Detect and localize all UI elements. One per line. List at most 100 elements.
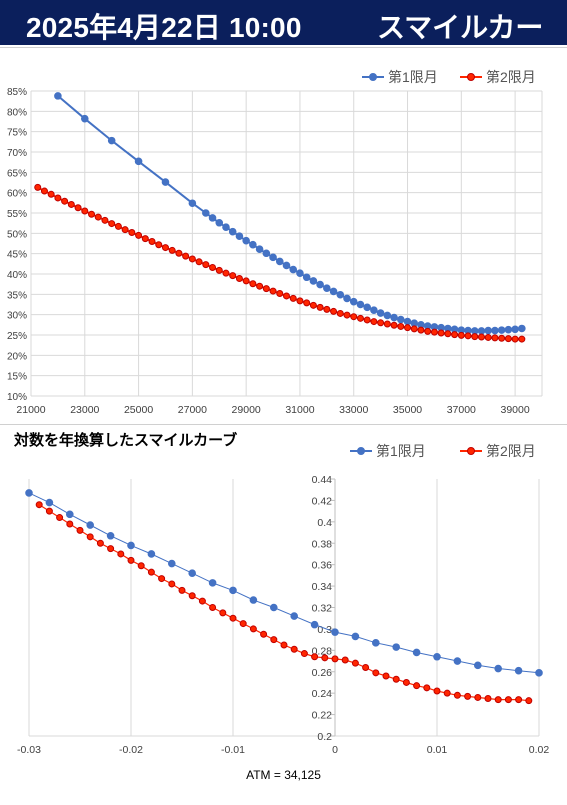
- x-tick-label: 0.02: [529, 744, 550, 756]
- series-2-point: [382, 672, 390, 680]
- y-tick-label: 0.24: [312, 688, 333, 700]
- series-2-point: [311, 653, 319, 661]
- series-1-point: [392, 643, 401, 651]
- series-2-point: [404, 324, 412, 332]
- series-1-point: [514, 666, 523, 675]
- series-2-point: [137, 562, 145, 570]
- series-2-point: [178, 586, 186, 594]
- y-tick-label: 10%: [7, 392, 27, 403]
- series-2-point: [290, 645, 298, 653]
- series-2-point: [86, 533, 94, 541]
- x-tick-label: 29000: [232, 404, 261, 416]
- series-1-point: [45, 498, 54, 507]
- series-2-point: [390, 321, 398, 329]
- series-2-point: [188, 255, 196, 263]
- x-tick-label: 39000: [501, 404, 530, 416]
- y-tick-label: 0.44: [312, 474, 333, 486]
- smile-curve-chart: 10% 15% 20% 25% 30% 35% 40% 45% 50% 55% 60% 65% 70% 7…: [7, 69, 543, 416]
- y-tick-label: 0.32: [312, 603, 333, 615]
- series-2-point: [413, 682, 421, 690]
- header-title: スマイルカーブ: [377, 12, 544, 83]
- series-2-point: [198, 597, 206, 605]
- series-1-point: [363, 303, 371, 312]
- series-1-point: [290, 612, 299, 620]
- series-2-point: [303, 299, 311, 307]
- series-1-point: [249, 596, 258, 604]
- series-2-point: [101, 216, 109, 224]
- y-tick-label: 20%: [7, 351, 27, 362]
- series-2-point: [362, 663, 370, 671]
- series-2-point: [321, 654, 329, 662]
- series-1-point: [323, 284, 331, 293]
- series-2-point: [202, 261, 210, 269]
- series-1-point: [208, 214, 217, 222]
- series-1-point: [54, 92, 62, 100]
- series-2-point: [341, 656, 349, 664]
- series-2-point: [330, 307, 338, 315]
- series-2-point: [128, 229, 136, 237]
- series-2-point: [94, 213, 102, 221]
- y-tick-label: 15%: [7, 372, 27, 383]
- series-2-point: [370, 318, 378, 326]
- x-tick-label: 23000: [70, 404, 99, 416]
- series-2-point: [35, 501, 43, 509]
- series-2-point: [498, 334, 506, 342]
- series-2-point: [147, 568, 155, 576]
- series-1-point: [262, 249, 271, 258]
- series-2-point: [494, 696, 502, 704]
- series-2-point: [343, 311, 351, 319]
- series-1-point: [497, 326, 506, 334]
- series-1-point: [255, 245, 264, 253]
- series-2-point: [209, 604, 217, 611]
- series-1-point: [134, 157, 143, 166]
- y-tick-label: 80%: [7, 107, 27, 118]
- series-1-point: [249, 240, 257, 249]
- series-1-point: [453, 657, 462, 665]
- series-2-point: [195, 258, 203, 266]
- series-1-point: [229, 586, 237, 595]
- series-2-point: [457, 331, 465, 339]
- x-tick-label: -0.02: [119, 744, 143, 756]
- series-2-point: [511, 335, 519, 343]
- series-2-point: [283, 292, 290, 300]
- series-2-point: [518, 335, 526, 343]
- series-2-point: [61, 197, 69, 205]
- series-2-point: [443, 689, 451, 697]
- y-tick-label: 45%: [7, 250, 27, 261]
- series-2-point: [296, 297, 304, 305]
- series-1-point: [147, 550, 156, 558]
- series-2-point: [377, 319, 385, 327]
- y-tick-label: 70%: [7, 148, 27, 159]
- series-1-point: [491, 326, 499, 335]
- series-2-point: [56, 514, 64, 522]
- series-1-point: [228, 227, 237, 236]
- series-1-point: [188, 199, 197, 208]
- series-1-point: [222, 223, 230, 232]
- y-tick-label: 85%: [7, 87, 27, 98]
- series-2-point: [40, 187, 48, 195]
- legend-marker: [467, 447, 475, 455]
- y-tick-label: 65%: [7, 168, 27, 179]
- series-2-point: [464, 692, 472, 700]
- x-tick-label: 27000: [178, 404, 207, 416]
- series-2-point: [392, 675, 400, 683]
- series-1-point: [484, 326, 493, 335]
- y-tick-label: 40%: [7, 270, 27, 281]
- series-1-point: [331, 628, 339, 636]
- y-tick-label: 0.2: [317, 731, 332, 743]
- series-1-point: [535, 669, 543, 677]
- series-1-point: [66, 510, 74, 519]
- series-2-point: [81, 207, 89, 215]
- series-2-point: [239, 620, 247, 628]
- series-2-point: [515, 696, 523, 704]
- series-1-point: [282, 261, 291, 270]
- x-tick-label: 31000: [285, 404, 314, 416]
- y-tick-label: 50%: [7, 229, 27, 240]
- y-tick-label: 0.38: [312, 538, 333, 550]
- series-2-point: [423, 684, 431, 692]
- series-2-point: [351, 659, 359, 667]
- series-1-point: [397, 315, 405, 324]
- series-1-point: [336, 290, 345, 299]
- series-2-point: [316, 303, 324, 311]
- series-2-point: [47, 190, 55, 198]
